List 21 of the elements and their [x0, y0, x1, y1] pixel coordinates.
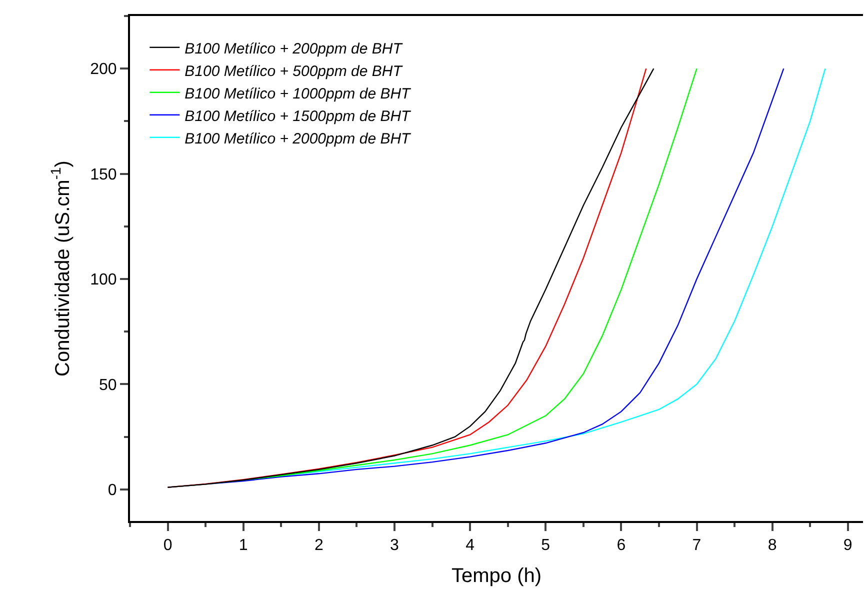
- x-tick-label: 1: [238, 537, 248, 554]
- x-axis-title: Tempo (h): [451, 565, 542, 588]
- y-tick-label: 50: [99, 376, 117, 394]
- legend-label: B100 Metílico + 1500ppm de BHT: [184, 108, 412, 125]
- y-tick-label: 0: [108, 482, 117, 500]
- x-tick-label: 8: [768, 537, 777, 554]
- legend-label: B100 Metílico + 1000ppm de BHT: [184, 85, 412, 102]
- x-tick-label: 4: [466, 537, 475, 554]
- y-tick-label: 150: [90, 166, 117, 184]
- x-tick-label: 2: [314, 537, 324, 554]
- x-tick-label: 7: [692, 537, 702, 554]
- x-tick-label: 3: [390, 537, 400, 554]
- legend-label: B100 Metílico + 2000ppm de BHT: [184, 130, 412, 148]
- legend-label: B100 Metílico + 500ppm de BHT: [184, 62, 404, 80]
- y-tick-label: 100: [90, 272, 117, 289]
- x-tick-label: 0: [163, 537, 172, 554]
- legend-label: B100 Metílico + 200ppm de BHT: [184, 40, 404, 58]
- x-tick-label: 5: [541, 537, 550, 554]
- x-tick-label: 9: [843, 537, 852, 554]
- x-tick-label: 6: [616, 537, 626, 554]
- y-tick-label: 200: [90, 61, 117, 78]
